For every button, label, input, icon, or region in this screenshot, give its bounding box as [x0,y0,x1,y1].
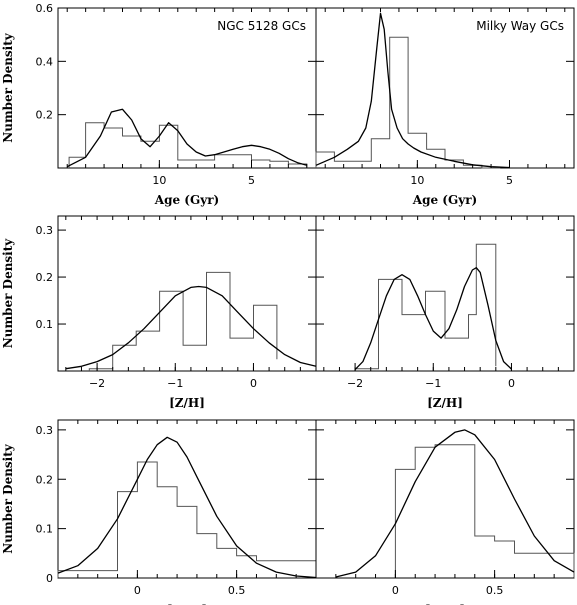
x-tick-label: 0 [250,377,257,390]
density-curve [65,285,317,370]
histogram [315,36,501,169]
y-tick-label: 0.3 [36,224,54,237]
panel-2: 10 5 Age (Gyr) Milky Way GCs [315,7,575,207]
y-axis-label: Number Density [1,443,15,554]
x-tick-label: 5 [248,174,255,187]
x-tick-label: 5 [506,174,513,187]
panel-frame [315,215,575,372]
x-axis-label: [α/Fe] [425,603,465,605]
x-axis-label: [Z/H] [169,396,205,410]
panel-4: −2 −1 0 [Z/H] [315,215,575,410]
x-axis-label: [Z/H] [427,396,463,410]
y-tick-label: 0.4 [36,55,54,68]
panel-frame [315,419,575,579]
y-tick-label: 0.2 [36,271,54,284]
x-tick-label: 0.5 [228,584,246,597]
density-curve [354,267,512,371]
histogram [354,243,497,371]
panel-frame [315,7,575,169]
x-axis-label: Age (Gyr) [412,193,477,207]
x-axis-label: [α/Fe] [167,603,207,605]
y-tick-label: 0.1 [36,318,54,331]
density-curve [66,108,307,168]
panel-title: Milky Way GCs [476,19,564,33]
density-curve [315,12,510,169]
histogram [68,122,308,168]
x-axis-label: Age (Gyr) [154,193,219,207]
panel-frame [57,419,317,579]
x-tick-label: 10 [152,174,166,187]
histogram [394,444,575,578]
y-tick-label: 0.3 [36,424,54,437]
y-axis-label: Number Density [1,32,15,143]
panel-1: 10 5 0.2 0.4 0.6 Age (Gyr) Number Density NGC 5… [1,2,317,207]
x-tick-label: −2 [89,377,105,390]
histogram [88,271,278,371]
x-tick-label: 0 [508,377,515,390]
y-tick-label: 0.1 [36,523,54,536]
x-tick-label: 0 [392,584,399,597]
y-tick-label: 0.2 [36,109,54,122]
y-tick-label: 0.2 [36,473,54,486]
x-tick-label: −1 [425,377,441,390]
x-tick-label: 0 [134,584,141,597]
panel-5: 0 0.5 0 0.1 0.2 0.3 [α/Fe] Number Density [1,419,317,605]
x-tick-label: −1 [167,377,183,390]
x-tick-label: 0.5 [486,584,504,597]
y-tick-label: 0 [46,572,53,585]
panel-title: NGC 5128 GCs [217,19,306,33]
x-tick-label: 10 [410,174,424,187]
y-tick-label: 0.6 [36,2,54,15]
panel-6: 0 0.5 [α/Fe] [315,419,575,605]
histogram [57,461,317,578]
y-axis-label: Number Density [1,238,15,349]
panel-3: −2 −1 0 0.1 0.2 0.3 [Z/H] Number Density [1,215,317,410]
x-tick-label: −2 [347,377,363,390]
density-curve [57,436,317,579]
density-curve [335,429,575,578]
